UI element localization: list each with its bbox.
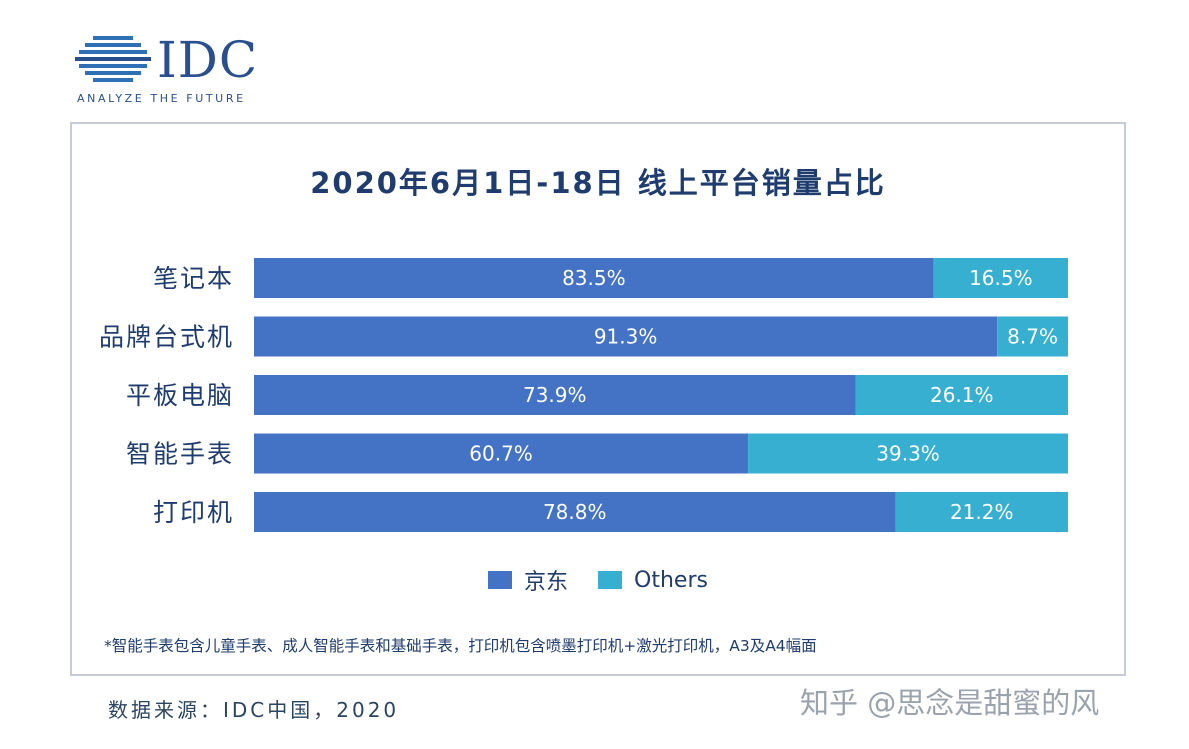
logo-tagline: ANALYZE THE FUTURE [77,92,246,105]
data-label: 78.8% [543,500,607,524]
bar-segment-others [895,492,1068,532]
globe-icon [75,36,151,82]
category-label: 打印机 [153,498,234,527]
logo-wordmark: IDC [157,31,259,89]
data-label: 60.7% [469,442,533,466]
legend-item-others: Others [598,568,708,593]
bar-segment-jd [254,316,998,357]
data-label: 26.1% [930,383,994,407]
watermark: 知乎 @思念是甜蜜的风 [800,686,1100,720]
legend-label-others: Others [634,567,708,593]
bar-segment-jd [254,375,856,415]
idc-logo: IDC ANALYZE THE FUTURE [75,28,275,108]
legend-label-jd: 京东 [524,570,569,595]
bar-segment-jd [254,258,934,298]
data-label: 21.2% [950,500,1014,524]
data-label: 83.5% [562,266,626,290]
category-label: 品牌台式机 [99,323,234,352]
data-label: 73.9% [523,383,587,407]
chart-panel: 2020年6月1日-18日 线上平台销量占比 笔记本 83.5% 16.5% 品牌台式… [70,122,1126,676]
data-label: 16.5% [969,266,1033,290]
bar-segment-others [997,316,1068,357]
legend-item-jd: 京东 [488,564,568,596]
bar-chart: 笔记本 83.5% 16.5% 品牌台式机 91.3% 8.7% 平板电脑 73.9% 26.1… [99,258,1068,532]
category-label: 智能手表 [126,440,234,469]
category-label: 笔记本 [153,264,234,293]
data-label: 91.3% [594,325,658,349]
chart-title: 2020年6月1日-18日 线上平台销量占比 [310,166,886,200]
bar-segment-others [933,258,1068,298]
data-label: 8.7% [1007,325,1058,349]
category-label: 平板电脑 [126,381,234,410]
data-source: 数据来源：IDC中国，2020 [108,698,400,722]
bar-segment-jd [254,433,749,474]
chart-footnote: *智能手表包含儿童手表、成人智能手表和基础手表，打印机包含喷墨打印机+激光打印机… [104,637,817,655]
bar-segment-others [855,375,1068,415]
bar-segment-others [748,433,1068,474]
data-label: 39.3% [876,442,940,466]
legend-swatch-others [598,571,623,589]
bar-segment-jd [254,492,896,532]
chart-legend: 京东 Others [72,564,1124,596]
legend-swatch-jd [488,571,513,589]
